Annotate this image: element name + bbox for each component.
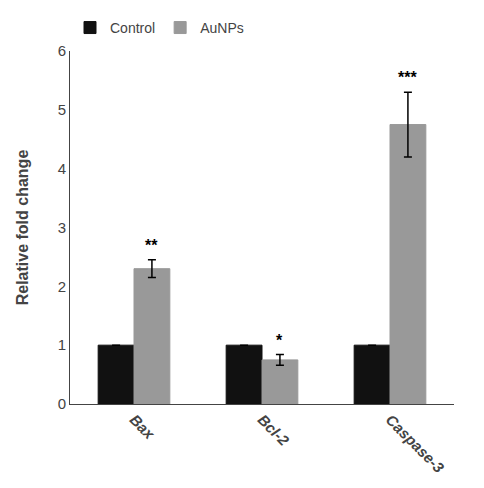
svg-text:Caspase-3: Caspase-3: [383, 411, 449, 477]
svg-text:***: ***: [398, 69, 417, 86]
svg-text:Relative fold change: Relative fold change: [14, 150, 31, 306]
svg-text:Bcl-2: Bcl-2: [255, 411, 293, 449]
svg-text:6: 6: [58, 42, 66, 59]
svg-text:**: **: [145, 237, 158, 254]
svg-text:4: 4: [58, 160, 66, 177]
svg-text:Control: Control: [110, 20, 155, 36]
svg-text:2: 2: [58, 278, 66, 295]
svg-text:*: *: [276, 332, 283, 349]
svg-text:Bax: Bax: [127, 411, 159, 443]
svg-text:5: 5: [58, 101, 66, 118]
svg-text:3: 3: [58, 219, 66, 236]
svg-text:0: 0: [58, 395, 66, 412]
svg-text:AuNPs: AuNPs: [200, 20, 244, 36]
svg-text:1: 1: [58, 336, 66, 353]
